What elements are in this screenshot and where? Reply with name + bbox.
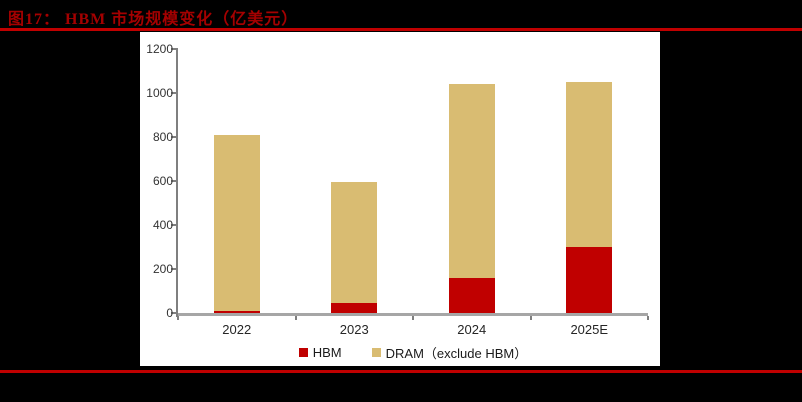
y-axis-tick <box>171 268 176 270</box>
y-axis-tick <box>171 224 176 226</box>
figure-title-band: 图17： HBM 市场规模变化（亿美元） <box>0 0 802 28</box>
x-axis-tick <box>647 316 649 320</box>
bar-segment-dram <box>331 182 378 304</box>
y-axis-line <box>176 48 178 317</box>
legend-label: HBM <box>312 344 342 360</box>
top-divider-line <box>0 28 802 31</box>
y-axis-tick-label: 1000 <box>146 86 173 100</box>
x-axis-tick <box>294 316 297 320</box>
bottom-divider-line <box>0 370 802 373</box>
legend-item: HBM <box>298 344 342 360</box>
bar-segment-hbm <box>448 277 495 313</box>
bar-segment-dram <box>448 84 495 278</box>
legend-swatch-icon <box>298 347 308 357</box>
figure-title: 图17： HBM 市场规模变化（亿美元） <box>8 11 299 28</box>
y-axis-tick <box>171 48 176 50</box>
legend-label: DRAM（exclude HBM） <box>385 345 528 361</box>
x-axis-line <box>178 313 648 316</box>
x-axis-category-label: 2025E <box>570 322 609 337</box>
legend-swatch-icon <box>371 347 381 357</box>
x-axis-tick <box>412 316 414 320</box>
x-axis-category-label: 2024 <box>457 322 487 337</box>
y-axis-tick <box>171 136 176 138</box>
bar-segment-hbm <box>213 310 260 313</box>
y-axis-tick <box>171 312 176 314</box>
x-axis-category-label: 2023 <box>339 322 369 337</box>
y-axis-tick-label: 200 <box>152 262 173 276</box>
legend-item: DRAM（exclude HBM） <box>371 343 528 362</box>
x-axis-tick <box>529 316 532 320</box>
y-axis-tick-label: 400 <box>152 218 173 232</box>
x-axis-tick <box>177 316 179 320</box>
bar-segment-dram <box>213 134 260 311</box>
y-axis-tick-label: 0 <box>166 306 173 320</box>
bar-chart-plot-area: 0200400600800100012001020224520231602024… <box>140 32 660 366</box>
x-axis-category-label: 2022 <box>222 322 252 337</box>
y-axis-tick <box>171 180 176 182</box>
y-axis-tick-label: 1200 <box>146 42 173 56</box>
bar-segment-hbm <box>331 303 378 313</box>
chart-panel: 0200400600800100012001020224520231602024… <box>140 32 660 366</box>
y-axis-tick-label: 600 <box>152 174 173 188</box>
chart-legend: HBM DRAM（exclude HBM） <box>178 342 648 362</box>
y-axis-tick-label: 800 <box>152 130 173 144</box>
bar-segment-hbm <box>566 247 613 313</box>
y-axis-tick <box>171 92 176 94</box>
bar-segment-dram <box>566 82 613 247</box>
